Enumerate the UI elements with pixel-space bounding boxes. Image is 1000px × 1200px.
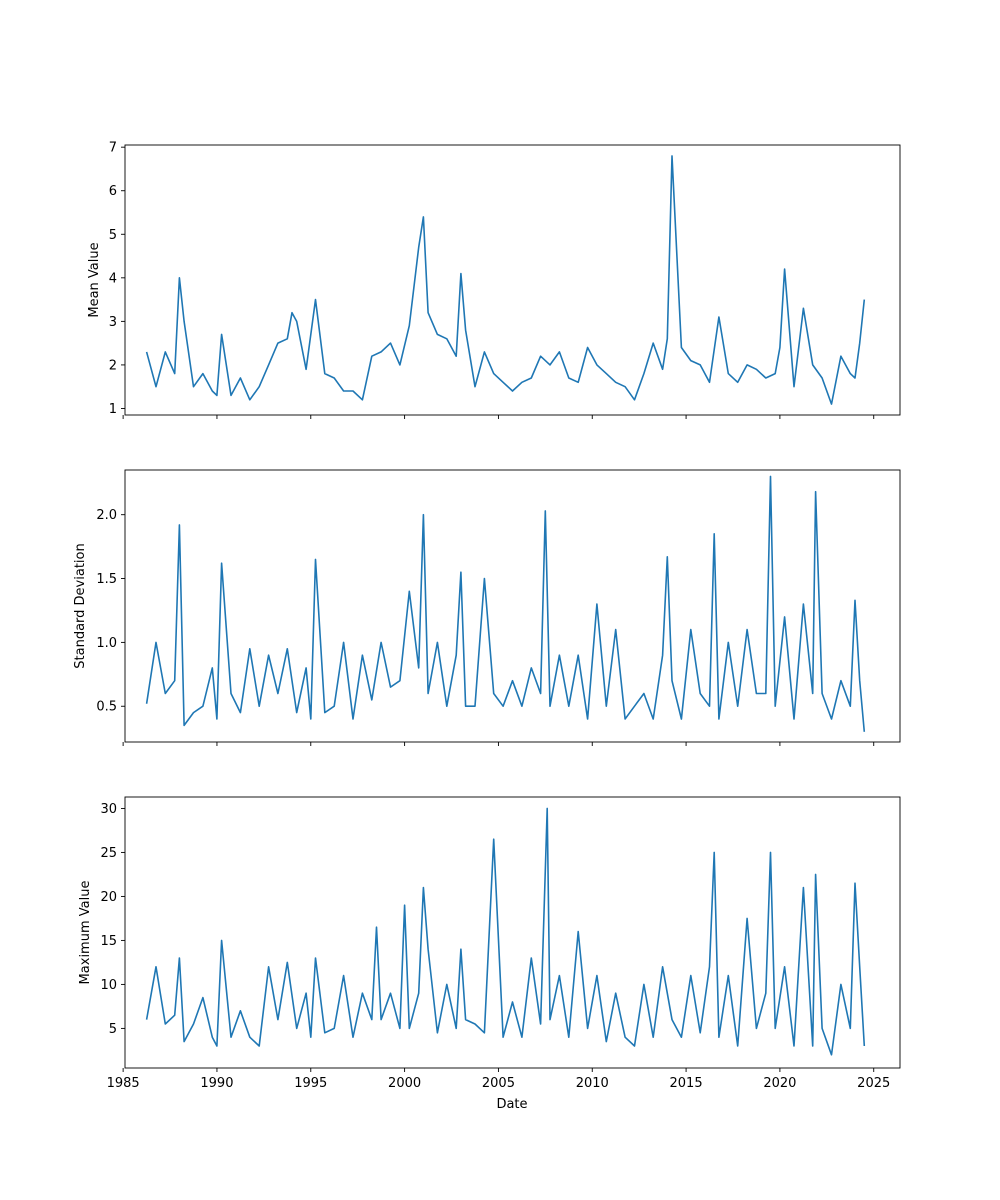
x-tick-label: 2015 [670, 1076, 703, 1091]
maximum-value-y-tick-label: 20 [100, 890, 117, 905]
standard-deviation-panel: 0.5 1.0 1.5 2.0 Standard Deviation [73, 469, 901, 746]
maximum-value-y-axis-label: Maximum Value [78, 881, 93, 985]
x-tick-label: 2025 [857, 1076, 890, 1091]
x-tick-label: 1990 [200, 1076, 233, 1091]
standard-deviation-y-tick-label: 1.5 [96, 572, 117, 587]
mean-value-y-tick-label: 2 [109, 358, 117, 373]
x-tick-label: 2005 [482, 1076, 515, 1091]
mean-value-y-tick-label: 6 [109, 184, 117, 199]
x-tick-label: 2020 [763, 1076, 796, 1091]
mean-value-y-tick-label: 1 [109, 402, 117, 417]
mean-value-axes-frame [124, 144, 901, 416]
x-tick-label: 2010 [576, 1076, 609, 1091]
mean-value-y-tick-label: 4 [109, 271, 117, 286]
x-tick-label: 1995 [294, 1076, 327, 1091]
mean-value-panel: 1 2 3 4 5 6 7 Mean Value [87, 141, 901, 419]
standard-deviation-y-tick-label: 2.0 [96, 508, 117, 523]
maximum-value-y-tick-label: 15 [100, 934, 117, 949]
maximum-value-y-tick-label: 30 [100, 802, 117, 817]
maximum-value-series-line [145, 807, 866, 1056]
x-tick-label: 2000 [388, 1076, 421, 1091]
mean-value-series-line [145, 155, 866, 405]
maximum-value-y-tick-label: 5 [109, 1022, 117, 1037]
maximum-value-y-tick-label: 25 [100, 846, 117, 861]
mean-value-y-tick-label: 3 [109, 315, 117, 330]
standard-deviation-series-line [145, 475, 866, 732]
x-tick-label: 1985 [107, 1076, 140, 1091]
x-axis-label: Date [496, 1097, 527, 1112]
mean-value-y-axis-label: Mean Value [87, 242, 102, 317]
standard-deviation-y-tick-label: 1.0 [96, 636, 117, 651]
mean-value-y-tick-label: 5 [109, 228, 117, 243]
standard-deviation-y-axis-label: Standard Deviation [73, 543, 88, 668]
maximum-value-y-tick-label: 10 [100, 978, 117, 993]
mean-value-y-tick-label: 7 [109, 141, 117, 156]
maximum-value-axes-frame [124, 796, 901, 1069]
standard-deviation-y-tick-label: 0.5 [96, 700, 117, 715]
standard-deviation-axes-frame [124, 469, 901, 743]
